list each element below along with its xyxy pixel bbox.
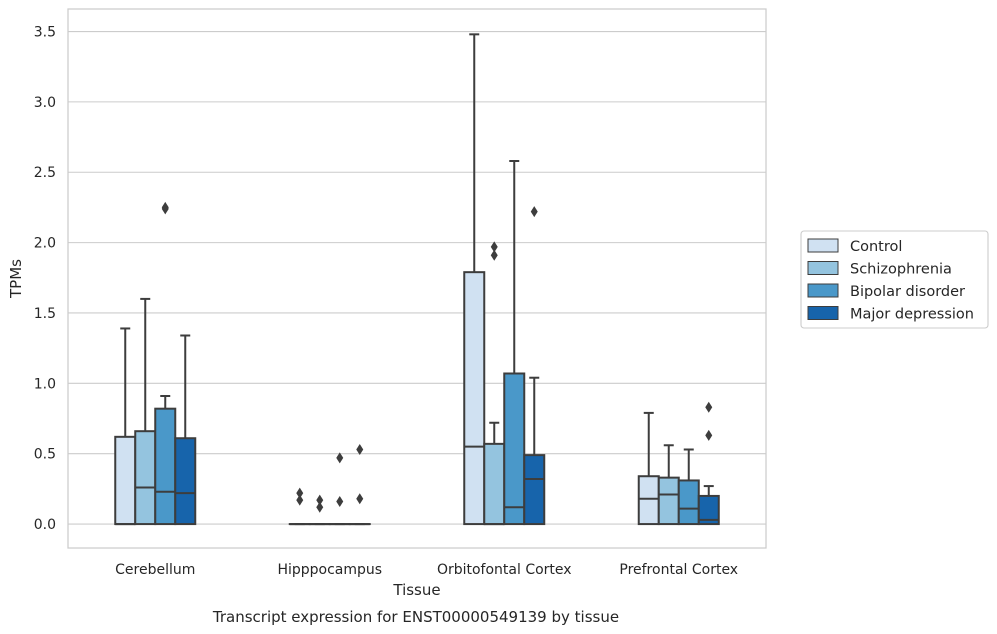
- outlier-point: [296, 487, 304, 499]
- box: [154, 407, 177, 526]
- box: [174, 437, 197, 526]
- legend-swatch: [807, 238, 839, 253]
- box: [463, 271, 486, 526]
- box: [637, 475, 660, 526]
- box: [483, 442, 506, 526]
- outlier-point: [705, 429, 713, 441]
- legend-frame: [800, 230, 989, 329]
- box: [114, 435, 137, 526]
- box-bipolar-disorder: [677, 448, 700, 526]
- y-axis: 0.0 0.5 1.0 1.5 2.0 2.5 3.0 3.5: [34, 25, 56, 534]
- box: [677, 479, 700, 526]
- x-axis-label: Tissue: [392, 581, 440, 599]
- box-control: [288, 487, 311, 526]
- box-control: [114, 327, 137, 526]
- outlier-point: [161, 201, 169, 213]
- x-tick-label: Cerebellum: [115, 562, 195, 578]
- legend-label: Schizophrenia: [850, 262, 952, 278]
- outlier-point: [336, 452, 344, 464]
- box-schizophrenia: [308, 494, 331, 526]
- y-axis-label: TPMs: [7, 259, 25, 299]
- y-tick-label: 0.0: [34, 517, 56, 533]
- box-control: [637, 411, 660, 526]
- box: [134, 430, 157, 526]
- outlier-point: [705, 401, 713, 413]
- box-bipolar-disorder: [154, 201, 177, 526]
- outlier-point: [356, 443, 364, 455]
- x-tick-label: Prefrontal Cortex: [619, 562, 738, 578]
- box-control: [463, 33, 486, 526]
- legend-swatch: [807, 306, 839, 320]
- legend-swatch: [807, 283, 839, 298]
- x-tick-label: Orbitofontal Cortex: [437, 562, 572, 578]
- outlier-point: [490, 241, 498, 253]
- chart-caption: Transcript expression for ENST0000054913…: [212, 608, 619, 626]
- legend-label: Bipolar disorder: [850, 284, 965, 300]
- outlier-point: [530, 206, 538, 218]
- box-bipolar-disorder: [503, 159, 526, 526]
- box-major-depression: [697, 401, 720, 526]
- box-plots: [114, 33, 720, 526]
- x-axis: Cerebellum Hipppocampus Orbitofontal Corte…: [115, 562, 738, 578]
- y-tick-label: 1.0: [34, 376, 56, 392]
- outlier-point: [296, 494, 304, 506]
- plot-area: [67, 8, 767, 549]
- y-tick-label: 3.5: [34, 25, 56, 41]
- box-major-depression: [348, 443, 371, 526]
- outlier-point: [316, 501, 324, 513]
- box: [657, 476, 680, 526]
- x-tick-label: Hipppocampus: [277, 562, 382, 578]
- y-tick-label: 3.0: [34, 95, 56, 111]
- y-tick-label: 2.0: [34, 236, 56, 252]
- y-tick-label: 0.5: [34, 447, 56, 463]
- box-major-depression: [523, 206, 546, 526]
- legend-swatch: [807, 261, 839, 275]
- outlier-point: [356, 493, 364, 505]
- y-tick-label: 1.5: [34, 306, 56, 322]
- legend-label: Control: [850, 239, 902, 255]
- box-major-depression: [174, 334, 197, 526]
- box-bipolar-disorder: [328, 452, 351, 526]
- legend-label: Major depression: [850, 307, 974, 323]
- legend: Control Schizophrenia Bipolar disorder Majo…: [800, 230, 989, 329]
- box-schizophrenia: [657, 444, 680, 526]
- box-schizophrenia: [483, 241, 506, 526]
- box-schizophrenia: [134, 297, 157, 526]
- outlier-point: [316, 494, 324, 506]
- y-tick-label: 2.5: [34, 165, 56, 181]
- outlier-point: [490, 249, 498, 261]
- box: [523, 454, 546, 526]
- box: [503, 372, 526, 526]
- outlier-point: [336, 496, 344, 508]
- box: [697, 494, 720, 526]
